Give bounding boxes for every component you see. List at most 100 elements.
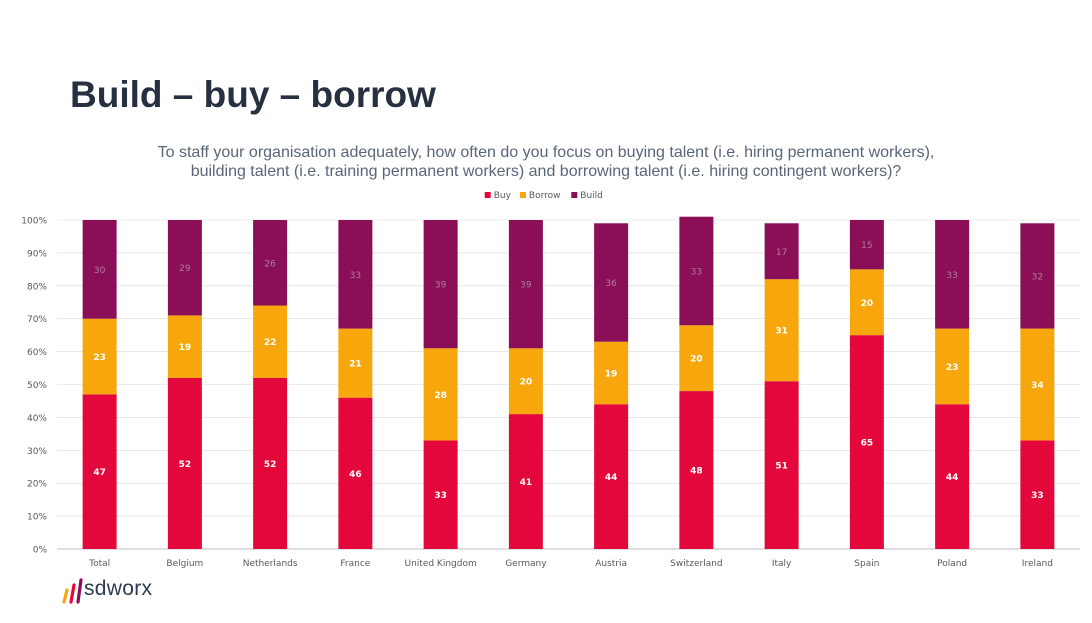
legend-label-build: Build [580, 191, 603, 201]
data-label-borrow: 21 [349, 360, 362, 370]
y-tick-label: 40% [27, 414, 47, 424]
bar-build [167, 220, 202, 316]
bar-buy [935, 404, 970, 549]
bar-borrow [167, 315, 202, 378]
legend-swatch-build [571, 192, 578, 198]
x-tick-label: France [340, 559, 370, 569]
bar-build [508, 220, 543, 349]
data-label-build: 33 [946, 271, 957, 281]
data-label-borrow: 22 [264, 338, 277, 348]
bar-buy [82, 394, 117, 549]
bar-buy [253, 377, 288, 549]
data-label-borrow: 20 [861, 299, 874, 309]
x-tick-label: Italy [772, 559, 792, 569]
bar-borrow [594, 341, 629, 405]
bar-build [1020, 223, 1055, 329]
y-tick-label: 0% [33, 546, 48, 556]
bar-build [849, 220, 884, 270]
data-label-build: 17 [776, 248, 787, 258]
bar-build [253, 220, 288, 306]
bar-borrow [338, 328, 373, 398]
bar-borrow [764, 279, 799, 382]
data-label-buy: 44 [605, 473, 618, 483]
data-label-borrow: 19 [179, 343, 192, 353]
x-tick-label: Germany [505, 559, 547, 569]
data-label-buy: 46 [349, 470, 362, 480]
bar-build [935, 220, 970, 329]
data-label-borrow: 23 [946, 363, 959, 373]
data-label-buy: 48 [690, 467, 703, 477]
x-tick-label: Netherlands [243, 559, 298, 569]
chart-title-line-1: To staff your organisation adequately, h… [157, 144, 935, 161]
y-tick-label: 100% [21, 217, 47, 227]
data-label-borrow: 28 [434, 391, 447, 401]
data-label-borrow: 34 [1031, 381, 1044, 391]
data-label-build: 30 [94, 266, 106, 276]
bar-buy [764, 381, 799, 549]
y-tick-label: 30% [27, 447, 47, 457]
data-label-buy: 51 [775, 462, 788, 472]
slide-title: Build – buy – borrow [70, 74, 436, 115]
data-label-borrow: 23 [93, 353, 106, 363]
bar-buy [594, 404, 629, 549]
data-label-build: 15 [861, 241, 872, 251]
bar-buy [508, 414, 543, 549]
sdworx-logo: sdworx [60, 576, 170, 608]
data-label-build: 39 [435, 281, 447, 291]
x-tick-label: Spain [854, 559, 879, 569]
y-tick-label: 70% [27, 315, 47, 325]
data-label-build: 26 [264, 259, 276, 269]
y-tick-label: 20% [27, 480, 47, 490]
bar-build [338, 220, 373, 329]
data-label-buy: 41 [520, 478, 533, 488]
y-tick-label: 10% [27, 513, 47, 523]
legend-label-borrow: Borrow [529, 191, 561, 201]
bar-borrow [679, 325, 714, 392]
bar-build [82, 220, 117, 319]
bar-borrow [423, 348, 458, 441]
logo-text: sdworx [84, 577, 153, 600]
bar-build [423, 220, 458, 349]
x-tick-label: Poland [937, 559, 967, 569]
y-tick-label: 90% [27, 249, 47, 259]
x-tick-label: Switzerland [670, 559, 723, 569]
bar-buy [167, 377, 202, 549]
y-tick-label: 60% [27, 348, 47, 358]
data-label-build: 33 [350, 271, 361, 281]
bar-buy [679, 391, 714, 549]
bar-buy [338, 397, 373, 549]
bar-buy [423, 440, 458, 549]
x-tick-label: Belgium [166, 559, 203, 569]
bar-borrow [82, 318, 117, 395]
chart-title-line-2: building talent (i.e. training permanent… [190, 163, 902, 180]
y-tick-label: 80% [27, 282, 47, 292]
logo-mark-icon [62, 578, 83, 604]
bar-buy [1020, 440, 1055, 549]
bar-borrow [1020, 328, 1055, 441]
bar-build [679, 216, 714, 326]
data-label-build: 33 [691, 267, 702, 277]
bar-build [594, 223, 629, 342]
bar-borrow [849, 269, 884, 336]
legend-swatch-buy [484, 192, 491, 198]
data-label-buy: 52 [179, 460, 192, 470]
data-label-build: 36 [605, 279, 617, 289]
data-label-buy: 65 [861, 439, 874, 449]
data-label-buy: 44 [946, 473, 959, 483]
x-tick-label: Ireland [1022, 559, 1053, 569]
data-label-build: 29 [179, 264, 191, 274]
x-tick-label: United Kingdom [405, 559, 477, 569]
bar-buy [849, 335, 884, 549]
bar-borrow [935, 328, 970, 405]
legend-label-buy: Buy [494, 191, 512, 201]
bar-borrow [253, 305, 288, 378]
data-label-borrow: 20 [520, 378, 533, 388]
data-label-buy: 33 [1031, 491, 1044, 501]
data-label-build: 39 [520, 281, 532, 291]
bar-build [764, 223, 799, 280]
data-label-buy: 47 [93, 468, 106, 478]
y-tick-label: 50% [27, 381, 47, 391]
legend-swatch-borrow [519, 192, 526, 198]
chart-title: To staff your organisation adequately, h… [0, 143, 1092, 181]
